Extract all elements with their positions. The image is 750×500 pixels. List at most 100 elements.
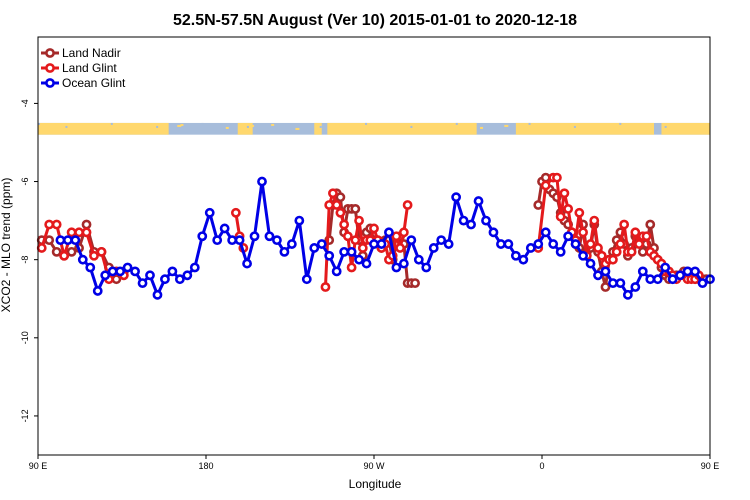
data-point — [413, 254, 424, 265]
map-strip — [38, 122, 710, 135]
data-point — [44, 235, 55, 246]
map-strip-detail — [549, 127, 554, 130]
map-strip-detail — [340, 124, 345, 127]
data-point — [428, 243, 439, 253]
data-point — [100, 270, 111, 281]
data-point — [74, 227, 84, 238]
map-strip-detail — [573, 125, 576, 128]
data-point — [301, 274, 312, 285]
y-tick-label: -12 — [20, 409, 30, 422]
data-point — [174, 274, 185, 285]
map-strip-detail — [41, 127, 46, 130]
data-point — [96, 246, 107, 257]
data-point — [563, 203, 574, 214]
data-point — [600, 282, 611, 292]
chart-title: 52.5N-57.5N August (Ver 10) 2015-01-01 t… — [173, 12, 577, 29]
data-point — [540, 227, 551, 238]
map-strip-detail — [38, 122, 40, 125]
data-point — [167, 266, 178, 277]
data-point — [249, 231, 260, 242]
data-point — [369, 223, 379, 234]
data-point — [339, 219, 350, 230]
data-point — [622, 289, 633, 300]
data-point — [369, 239, 379, 249]
data-point — [578, 250, 588, 261]
series-ocean-glint — [55, 176, 715, 300]
data-point — [36, 243, 47, 253]
data-point — [279, 246, 290, 257]
data-point — [585, 239, 596, 249]
data-point — [398, 227, 409, 238]
data-point — [137, 278, 148, 289]
data-point — [331, 200, 342, 210]
data-point — [115, 266, 126, 277]
series-layer — [36, 172, 715, 300]
data-point — [197, 231, 208, 242]
data-point — [443, 239, 454, 249]
data-point — [574, 207, 585, 218]
data-point — [563, 231, 574, 242]
data-point — [227, 235, 238, 246]
data-point — [533, 239, 544, 249]
data-point — [350, 235, 361, 246]
data-point — [436, 235, 447, 246]
data-point — [645, 219, 656, 230]
data-point — [230, 207, 241, 218]
data-point — [458, 215, 469, 226]
data-point — [107, 266, 118, 277]
data-point — [51, 219, 62, 230]
map-strip-detail — [688, 123, 692, 126]
data-point — [402, 200, 413, 210]
data-point — [421, 262, 432, 273]
data-point — [81, 219, 92, 230]
data-point — [286, 239, 297, 249]
data-point — [189, 262, 200, 273]
map-strip-detail — [528, 122, 531, 125]
data-point — [391, 231, 402, 242]
data-point — [122, 262, 133, 273]
data-point — [675, 270, 686, 281]
map-strip-detail — [295, 127, 300, 130]
map-strip-detail — [177, 124, 182, 127]
data-point — [652, 274, 663, 285]
data-point — [354, 215, 364, 226]
data-point — [44, 219, 55, 230]
map-strip-detail — [643, 126, 647, 129]
map-strip-detail — [410, 125, 413, 128]
data-point — [309, 243, 320, 253]
data-point — [682, 266, 693, 277]
data-point — [257, 176, 267, 187]
map-strip-land — [237, 122, 253, 135]
data-point — [328, 188, 338, 199]
map-strip-detail — [201, 122, 204, 125]
data-point — [466, 219, 476, 230]
y-tick-label: -6 — [20, 178, 30, 186]
data-point — [182, 270, 193, 281]
data-point — [634, 239, 644, 249]
data-point — [552, 172, 562, 183]
x-tick-label: 90 E — [29, 461, 48, 471]
data-point — [548, 239, 559, 249]
data-point — [391, 262, 402, 273]
map-strip-detail — [434, 123, 438, 126]
x-axis-label: Longitude — [349, 477, 402, 491]
data-point — [503, 239, 514, 249]
data-point — [660, 262, 671, 273]
data-point — [608, 278, 618, 289]
y-tick-label: -10 — [20, 331, 30, 344]
data-point — [481, 215, 491, 226]
data-point — [361, 258, 372, 269]
data-point — [589, 215, 600, 226]
map-strip-detail — [156, 125, 159, 128]
data-point — [395, 243, 406, 253]
data-point — [342, 231, 353, 242]
data-point — [376, 239, 387, 249]
data-point — [637, 246, 648, 257]
data-point — [578, 227, 588, 238]
data-point — [357, 243, 368, 253]
map-strip-detail — [131, 127, 136, 130]
map-strip-detail — [225, 126, 229, 129]
data-point — [331, 266, 342, 277]
